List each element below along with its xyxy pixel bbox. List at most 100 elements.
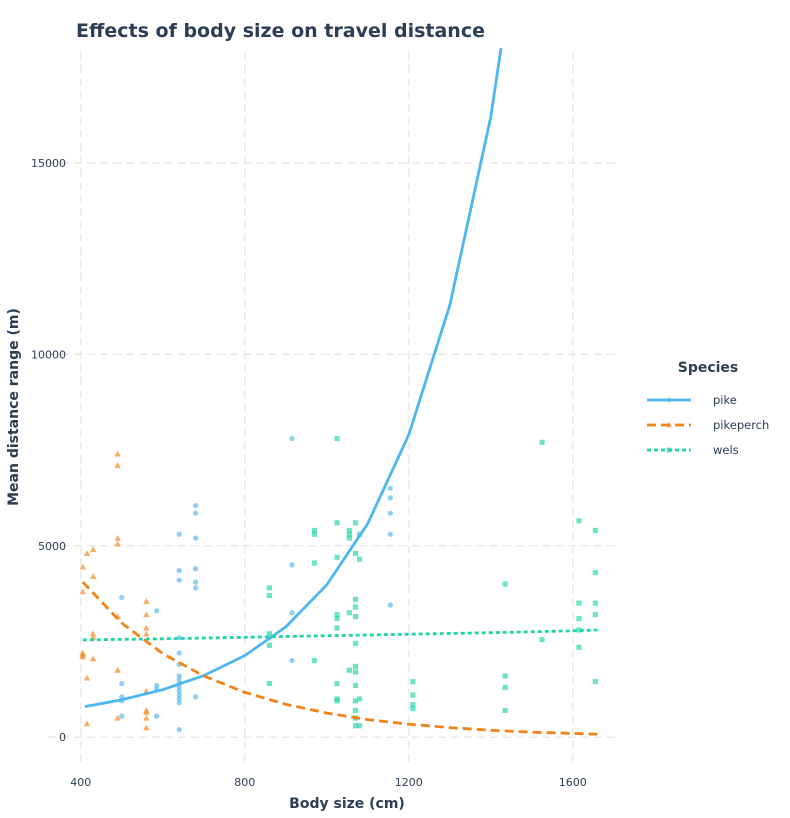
wels-point bbox=[352, 723, 359, 729]
wels-point bbox=[334, 520, 340, 526]
pike-point bbox=[119, 713, 125, 719]
pike-point bbox=[193, 502, 199, 509]
pikeperch-point bbox=[114, 534, 121, 541]
wels-point bbox=[266, 631, 272, 637]
wels-point bbox=[357, 556, 363, 562]
pikeperch-point bbox=[143, 624, 150, 631]
wels-point bbox=[346, 667, 352, 673]
wels-point bbox=[592, 612, 598, 618]
wels-point bbox=[346, 535, 352, 541]
pike-point bbox=[193, 694, 199, 700]
wels-point bbox=[266, 642, 272, 648]
pike-point bbox=[119, 680, 125, 687]
wels-point bbox=[502, 684, 508, 691]
fit-lines bbox=[81, 48, 598, 736]
pike-point bbox=[154, 713, 160, 719]
wels-point bbox=[502, 581, 508, 587]
wels-point bbox=[539, 636, 545, 643]
legend-label-pike: pike bbox=[713, 393, 737, 407]
pike-point bbox=[176, 650, 182, 656]
pike-point bbox=[176, 531, 182, 537]
pikeperch-point bbox=[143, 630, 150, 637]
wels-point bbox=[346, 531, 352, 537]
pikeperch-point bbox=[89, 630, 97, 637]
wels-point bbox=[334, 698, 340, 704]
pike-point bbox=[289, 562, 295, 568]
y-axis-title: Mean distance range (m) bbox=[6, 308, 22, 506]
y-tick-label: 0 bbox=[59, 731, 66, 744]
pike-point bbox=[176, 700, 182, 706]
pikeperch-point bbox=[83, 550, 91, 557]
wels-point bbox=[502, 673, 508, 679]
pike-point bbox=[176, 696, 182, 702]
legend-label-pikeperch: pikeperch bbox=[713, 418, 769, 432]
wels-point bbox=[592, 679, 598, 685]
wels-point bbox=[352, 698, 359, 704]
wels-point bbox=[410, 702, 416, 708]
pike-point bbox=[289, 610, 295, 616]
legend-marker-pike bbox=[666, 397, 672, 403]
pikeperch-point bbox=[79, 563, 87, 570]
pike-point bbox=[289, 435, 295, 442]
x-tick-label: 400 bbox=[70, 776, 91, 789]
wels-point bbox=[592, 569, 598, 576]
wels-point bbox=[352, 613, 359, 620]
y-tick-label: 5000 bbox=[38, 540, 66, 553]
pikeperch-point bbox=[89, 546, 97, 553]
wels-point bbox=[576, 600, 582, 606]
pikeperch-fit-line bbox=[81, 581, 598, 736]
pike-point bbox=[387, 531, 393, 537]
wels-point bbox=[592, 600, 598, 606]
pikeperch-point bbox=[143, 714, 150, 721]
pike-point bbox=[154, 608, 160, 614]
chart-title: Effects of body size on travel distance bbox=[76, 20, 485, 42]
wels-point bbox=[311, 527, 318, 534]
wels-point bbox=[352, 682, 359, 689]
pike-point bbox=[193, 510, 199, 516]
legend-marker-wels bbox=[666, 447, 672, 453]
x-axis-title: Body size (cm) bbox=[289, 796, 405, 812]
wels-point bbox=[410, 692, 416, 698]
pikeperch-point bbox=[114, 666, 121, 673]
grid bbox=[48, 52, 620, 764]
pike-point bbox=[193, 535, 199, 541]
legend-item-pike: pike bbox=[647, 393, 737, 407]
wels-point bbox=[334, 615, 340, 622]
wels-point bbox=[592, 527, 598, 534]
pikeperch-point bbox=[114, 540, 121, 547]
wels-point bbox=[352, 520, 359, 526]
pike-point bbox=[387, 495, 393, 501]
wels-point bbox=[266, 680, 272, 687]
wels-point bbox=[346, 527, 352, 534]
pike-point bbox=[176, 726, 182, 733]
pike-point bbox=[387, 485, 393, 491]
pike-point bbox=[387, 602, 393, 608]
wels-point bbox=[410, 705, 416, 712]
pikeperch-point bbox=[143, 598, 150, 604]
wels-point bbox=[352, 663, 359, 669]
legend-marker-pikeperch bbox=[666, 422, 672, 428]
pike-point bbox=[193, 566, 199, 572]
wels-point bbox=[539, 439, 545, 445]
x-tick-label: 800 bbox=[234, 776, 255, 789]
y-tick-label: 10000 bbox=[31, 348, 66, 361]
wels-point bbox=[576, 518, 582, 524]
wels-point bbox=[311, 531, 318, 537]
wels-point bbox=[334, 612, 340, 618]
pike-point bbox=[176, 577, 182, 583]
wels-fit-line bbox=[82, 628, 598, 642]
x-tick-label: 1200 bbox=[395, 776, 423, 789]
pikeperch-point bbox=[143, 709, 150, 715]
pikeperch-point bbox=[143, 724, 150, 731]
pikeperch-point bbox=[114, 714, 121, 721]
wels-point bbox=[334, 554, 340, 560]
pike-point bbox=[176, 677, 182, 683]
pike-point bbox=[176, 635, 182, 641]
pikeperch-point bbox=[83, 674, 91, 681]
wels-point bbox=[352, 640, 359, 646]
pikeperch-point bbox=[143, 611, 150, 618]
wels-point bbox=[502, 707, 508, 713]
pikeperch-point bbox=[79, 588, 87, 595]
legend-label-wels: wels bbox=[713, 443, 739, 457]
wels-point bbox=[357, 696, 363, 702]
